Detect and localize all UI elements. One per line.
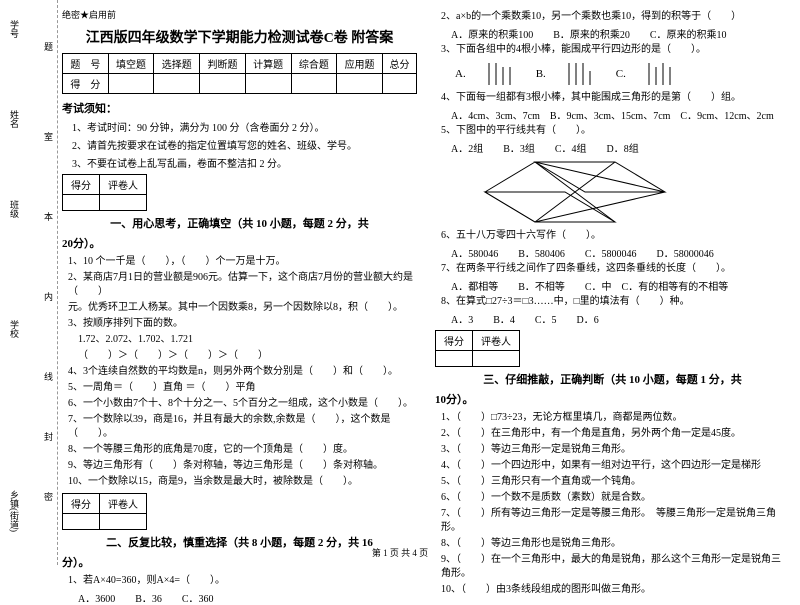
q1-9: 9、等边三角形有（ ）条对称轴，等边三角形是（ ）条对称轴。 bbox=[68, 459, 417, 473]
bind-mark: 室 bbox=[44, 130, 53, 143]
bind-mark: 封 bbox=[44, 430, 53, 443]
q1-3c: （ ）＞（ ）＞（ ）＞（ ） bbox=[78, 349, 417, 363]
bind-mark: 内 bbox=[44, 290, 53, 303]
q1-5: 5、一周角＝（ ）直角 ＝（ ）平角 bbox=[68, 381, 417, 395]
page-footer: 第 1 页 共 4 页 bbox=[0, 546, 800, 559]
section1-title2: 20分）。 bbox=[62, 235, 417, 251]
notice-line: 2、请首先按要求在试卷的指定位置填写您的姓名、班级、学号。 bbox=[72, 137, 417, 152]
exam-title: 江西版四年级数学下学期能力检测试卷C卷 附答案 bbox=[62, 27, 417, 47]
bind-lbl-school: 学校 bbox=[8, 320, 21, 338]
q2-5: 5、下图中的平行线共有（ ）。 bbox=[441, 124, 790, 138]
q2-2: 2、a×b的一个乘数乘10，另一个乘数也乘10，得到的积等于（ ） bbox=[441, 10, 790, 24]
opt-a-label: A. bbox=[455, 68, 466, 80]
rhombus-diagram bbox=[475, 157, 675, 227]
secret-label: 绝密★启用前 bbox=[62, 8, 417, 21]
table-row: 得 分 bbox=[63, 74, 417, 94]
sticks-c-icon bbox=[646, 61, 676, 87]
q1-8: 8、一个等腰三角形的底角是70度，它的一个顶角是（ ）度。 bbox=[68, 443, 417, 457]
q1-3b: 1.72、2.072、1.702、1.721 bbox=[78, 333, 417, 347]
q3-4: 4、（ ）一个四边形中，如果有一组对边平行，这个四边形一定是梯形 bbox=[441, 459, 790, 473]
q2-5o: A．2组 B．3组 C．4组 D．8组 bbox=[451, 140, 790, 155]
bind-mark: 题 bbox=[44, 40, 53, 53]
q1-10: 10、一个数除以15，商是9，当余数是最大时，被除数是（ ）。 bbox=[68, 475, 417, 489]
right-column: 2、a×b的一个乘数乘10，另一个乘数也乘10，得到的积等于（ ） A．原来的积… bbox=[435, 8, 790, 605]
q2-4: 4、下面每一组都有3根小棒，其中能围成三角形的是第（ ）组。 bbox=[441, 91, 790, 105]
q3-5: 5、（ ）三角形只有一个直角或一个钝角。 bbox=[441, 475, 790, 489]
bind-lbl-id: 学号 bbox=[8, 20, 21, 38]
table-row: 题 号填空题选择题判断题计算题综合题应用题总分 bbox=[63, 54, 417, 74]
notice-heading: 考试须知： bbox=[62, 100, 417, 116]
q2-6: 6、五十八万零四十六写作（ ）。 bbox=[441, 229, 790, 243]
sticks-diagram: A. B. C. bbox=[455, 61, 790, 87]
q2-3: 3、下面各组中的4根小棒，能围成平行四边形的是（ ）。 bbox=[441, 43, 790, 57]
bind-lbl-class: 班级 bbox=[8, 200, 21, 218]
notice-line: 1、考试时间：90 分钟，满分为 100 分（含卷面分 2 分）。 bbox=[72, 119, 417, 134]
bind-lbl-name: 姓名 bbox=[8, 110, 21, 128]
q3-10: 10、（ ）由3条线段组成的图形叫做三角形。 bbox=[441, 583, 790, 597]
q1-4: 4、3个连续自然数的平均数是n，则另外两个数分别是（ ）和（ ）。 bbox=[68, 365, 417, 379]
opt-b-label: B. bbox=[536, 68, 546, 80]
bind-mark: 本 bbox=[44, 210, 53, 223]
q2-7: 7、在两条平行线之间作了四条垂线，这四条垂线的长度（ ）。 bbox=[441, 262, 790, 276]
q3-6: 6、（ ）一个数不是质数（素数）就是合数。 bbox=[441, 491, 790, 505]
section3-title: 三、仔细推敲，正确判断（共 10 小题，每题 1 分，共 bbox=[435, 371, 790, 387]
sticks-b-icon bbox=[566, 61, 596, 87]
q3-3: 3、（ ）等边三角形一定是锐角三角形。 bbox=[441, 443, 790, 457]
q2-4o: A．4cm、3cm、7cm B．9cm、3cm、15cm、7cm C．9cm、1… bbox=[451, 107, 790, 122]
mark-table: 得分评卷人 bbox=[62, 174, 147, 211]
mark-table: 得分评卷人 bbox=[435, 330, 520, 367]
q2-1: 1、若A×40=360，则A×4=（ ）。 bbox=[68, 574, 417, 588]
q1-3a: 3、按顺序排列下面的数。 bbox=[68, 317, 417, 331]
score-table: 题 号填空题选择题判断题计算题综合题应用题总分 得 分 bbox=[62, 53, 417, 94]
q2-1o: A．3600 B．36 C．360 bbox=[78, 590, 417, 605]
mark-table: 得分评卷人 bbox=[62, 493, 147, 530]
q3-7: 7、（ ）所有等边三角形一定是等腰三角形。 等腰三角形一定是锐角三角形。 bbox=[441, 507, 790, 535]
page-content: 绝密★启用前 江西版四年级数学下学期能力检测试卷C卷 附答案 题 号填空题选择题… bbox=[62, 8, 792, 605]
sticks-a-icon bbox=[486, 61, 516, 87]
bind-mark: 线 bbox=[44, 370, 53, 383]
q2-2o: A．原来的积乘100 B．原来的积乘20 C．原来的积乘10 bbox=[451, 26, 790, 41]
q1-6: 6、一个小数由7个十、8个十分之一、5个百分之一组成，这个小数是（ ）。 bbox=[68, 397, 417, 411]
q1-2a: 2、某商店7月1日的营业额是906元。估算一下，这个商店7月份的营业额大约是（ … bbox=[68, 271, 417, 299]
q3-2: 2、（ ）在三角形中，有一个角是直角，另外两个角一定是45度。 bbox=[441, 427, 790, 441]
section1-title: 一、用心思考，正确填空（共 10 小题，每题 2 分，共 bbox=[62, 215, 417, 231]
q2-8: 8、在算式□27÷3＝□3……中，□里的填法有（ ）种。 bbox=[441, 295, 790, 309]
q1-7: 7、一个数除以39，商是16，并且有最大的余数,余数是（ ），这个数是（ ）。 bbox=[68, 413, 417, 441]
q2-7o: A．都相等 B．不相等 C．中 C．有的相等有的不相等 bbox=[451, 278, 790, 293]
q1-2b: 元。优秀环卫工人杨某。其中一个因数乘8，另一个因数除以8，积（ ）。 bbox=[68, 301, 417, 315]
q2-8o: A．3 B．4 C．5 D．6 bbox=[451, 311, 790, 326]
opt-c-label: C. bbox=[616, 68, 626, 80]
q2-6o: A．580046 B．580406 C．5800046 D．58000046 bbox=[451, 245, 790, 260]
notice-line: 3、不要在试卷上乱写乱画，卷面不整洁扣 2 分。 bbox=[72, 155, 417, 170]
bind-lbl-town: 乡镇(街道) bbox=[8, 490, 21, 532]
bind-mark: 密 bbox=[44, 490, 53, 503]
q3-1: 1、（ ）□73÷23，无论方框里填几，商都是两位数。 bbox=[441, 411, 790, 425]
q1-1: 1、10 个一千是（ ），（ ）个一万是十万。 bbox=[68, 255, 417, 269]
binding-margin: 学号 姓名 班级 学校 乡镇(街道) 题 室 本 内 线 封 密 bbox=[0, 0, 58, 565]
left-column: 绝密★启用前 江西版四年级数学下学期能力检测试卷C卷 附答案 题 号填空题选择题… bbox=[62, 8, 417, 605]
section3-title2: 10分）。 bbox=[435, 391, 790, 407]
